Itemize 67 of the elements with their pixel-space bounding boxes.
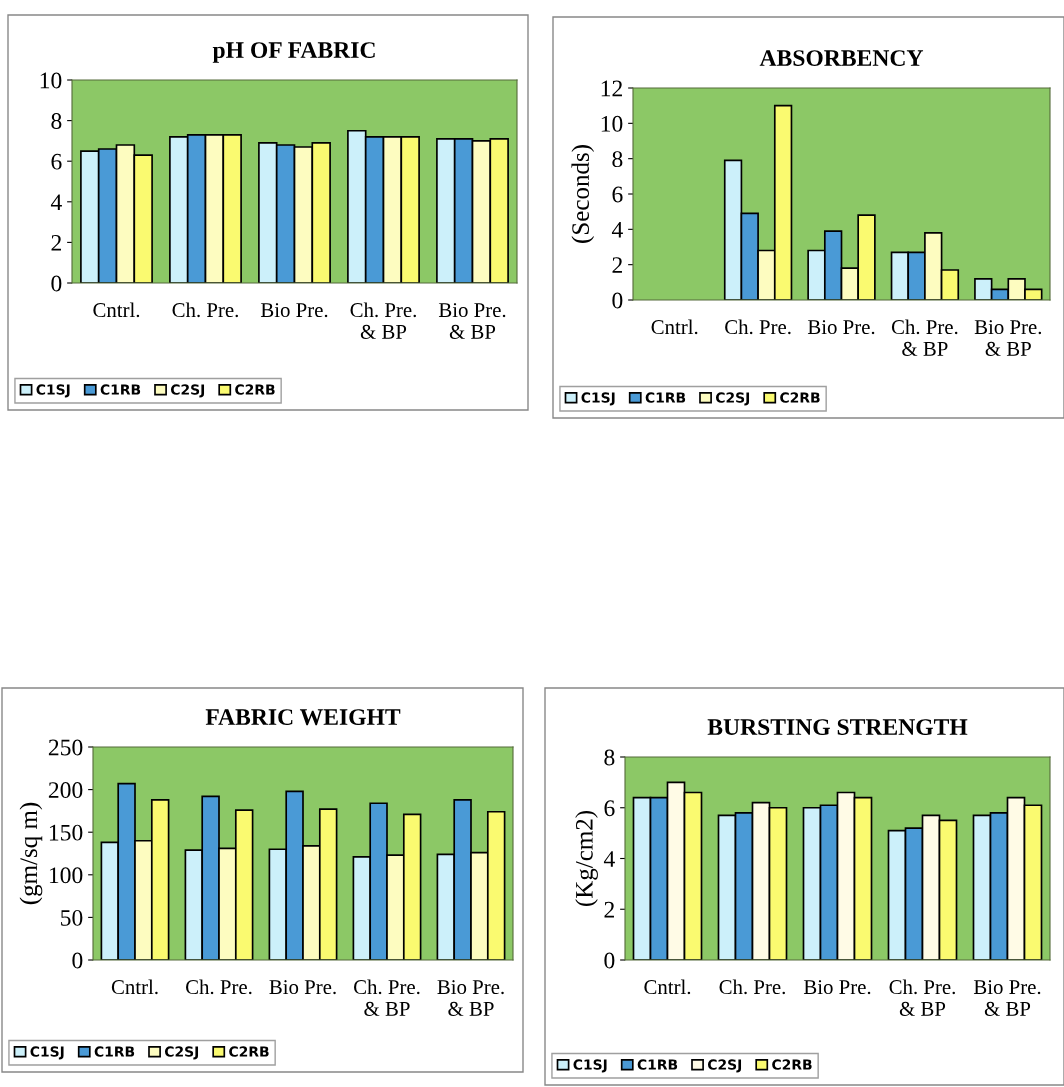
x-tick-label: Ch. Pre. & BP	[350, 302, 416, 339]
y-axis-title: (gm/sq m)	[19, 802, 43, 905]
y-tick-label: 8	[612, 151, 623, 168]
x-tick-label: Cntrl.	[644, 979, 691, 995]
x-tick-label: Cntrl.	[111, 979, 158, 995]
chart-title: ABSORBENCY	[759, 50, 924, 67]
legend-label: C2RB	[229, 1046, 269, 1057]
x-tick-label: Bio Pre. & BP	[437, 980, 504, 1016]
legend-label: C1SJ	[36, 384, 70, 398]
legend-label: C2SJ	[707, 1059, 742, 1073]
y-tick-label: 50	[61, 909, 83, 926]
legend-label: C2RB	[772, 1059, 812, 1070]
legend-label: C2SJ	[164, 1046, 199, 1060]
y-tick-label: 250	[48, 739, 83, 756]
legend-label: C1RB	[645, 392, 686, 403]
x-tick-label: Ch. Pre. & BP	[891, 319, 958, 356]
x-tick-label: Bio Pre. & BP	[438, 303, 506, 339]
x-tick-label: Ch. Pre.	[186, 979, 252, 995]
legend-label: C1RB	[100, 384, 141, 395]
y-tick-label: 10	[601, 115, 623, 132]
legend-label: C2SJ	[170, 384, 205, 398]
y-tick-label: 100	[49, 867, 83, 884]
y-tick-label: 4	[50, 194, 62, 210]
legend-label: C2SJ	[715, 392, 750, 406]
x-tick-label: Bio Pre.	[269, 980, 336, 995]
legend-label: C1SJ	[581, 392, 615, 406]
x-tick-label: Bio Pre.	[803, 980, 871, 995]
y-tick-label: 2	[51, 234, 61, 251]
y-tick-label: 2	[612, 257, 622, 273]
x-tick-label: Ch. Pre. & BP	[354, 979, 420, 1016]
y-tick-label: 0	[604, 952, 615, 969]
x-tick-label: Bio Pre. & BP	[973, 980, 1041, 1016]
y-tick-label: 0	[612, 292, 623, 309]
y-tick-label: 200	[48, 782, 83, 799]
y-tick-label: 6	[51, 153, 62, 170]
x-tick-label: Bio Pre.	[807, 320, 875, 335]
legend-label: C1RB	[637, 1059, 678, 1070]
x-tick-label: Bio Pre.	[260, 303, 328, 318]
legend-label: C2RB	[780, 392, 820, 403]
chart-title: BURSTING STRENGTH	[707, 719, 968, 736]
chart-title: pH OF FABRIC	[212, 42, 375, 63]
y-tick-label: 0	[72, 952, 83, 969]
x-tick-label: Ch. Pre.	[719, 979, 785, 995]
y-tick-label: 6	[612, 186, 623, 203]
y-tick-label: 4	[603, 851, 615, 867]
x-tick-label: Ch. Pre.	[172, 302, 238, 318]
y-tick-label: 150	[49, 824, 83, 841]
y-tick-label: 12	[601, 80, 622, 97]
chart-title: FABRIC WEIGHT	[205, 709, 401, 726]
y-axis-title: (Seconds)	[571, 145, 595, 243]
y-tick-label: 8	[604, 749, 615, 766]
y-tick-label: 6	[604, 800, 615, 817]
legend-label: C2RB	[235, 384, 275, 395]
x-tick-label: Ch. Pre.	[725, 319, 791, 335]
legend-label: C1SJ	[573, 1059, 607, 1073]
x-tick-label: Ch. Pre. & BP	[889, 979, 955, 1016]
y-tick-label: 10	[40, 72, 62, 89]
y-tick-label: 4	[611, 221, 623, 238]
y-tick-label: 0	[51, 275, 62, 292]
legend-label: C1RB	[94, 1046, 135, 1057]
x-tick-label: Cntrl.	[651, 319, 698, 335]
y-axis-title: (Kg/cm2)	[575, 811, 598, 906]
x-tick-label: Cntrl.	[93, 302, 140, 318]
y-tick-label: 2	[604, 901, 614, 918]
x-tick-label: Bio Pre. & BP	[974, 320, 1042, 356]
y-tick-label: 8	[51, 113, 62, 130]
legend-label: C1SJ	[30, 1046, 64, 1060]
